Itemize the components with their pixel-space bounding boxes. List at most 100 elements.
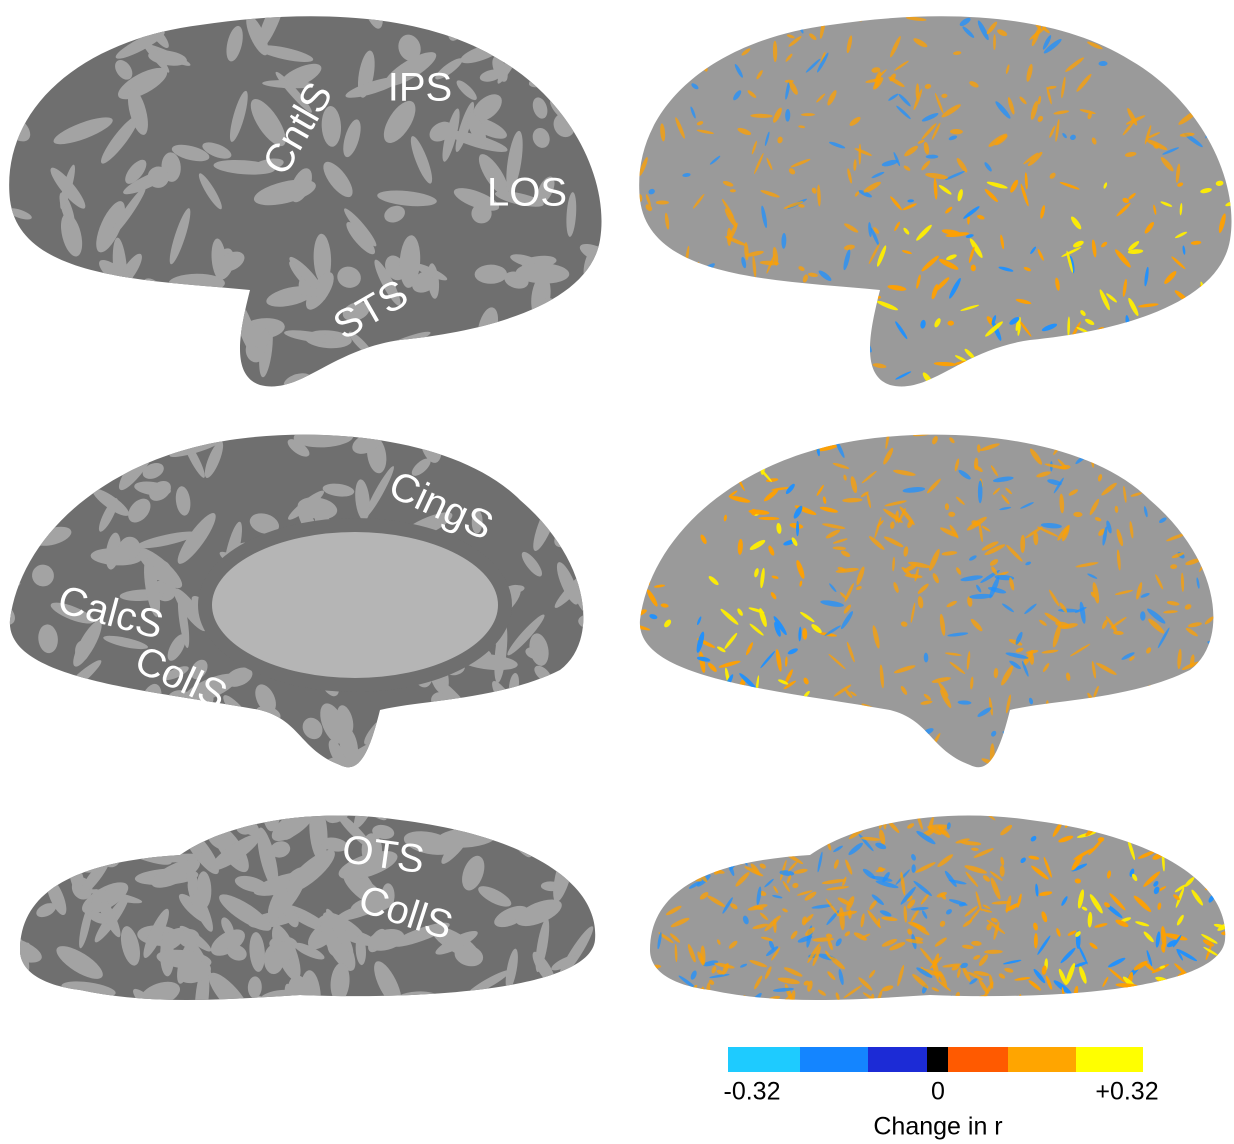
gyrus: [592, 293, 626, 318]
streak: [1176, 377, 1193, 396]
streak: [1197, 102, 1204, 107]
streak: [1185, 442, 1195, 449]
colorbar-segment: [1008, 1047, 1076, 1072]
streak: [1130, 761, 1137, 766]
streak: [878, 764, 888, 772]
gyrus: [374, 736, 432, 767]
streak: [1172, 10, 1180, 21]
streak: [1216, 70, 1234, 87]
streak: [690, 0, 703, 6]
streak: [624, 14, 640, 35]
gyrus: [124, 314, 162, 329]
streak: [1198, 356, 1208, 362]
sulcus-label: IPS: [388, 66, 452, 110]
streak: [676, 450, 685, 459]
gyrus: [174, 342, 208, 405]
sulcus-label: LOS: [487, 171, 567, 215]
streak: [1129, 327, 1144, 334]
streak: [655, 989, 661, 1006]
streak: [1165, 439, 1174, 450]
streak: [1127, 20, 1138, 37]
streak: [856, 306, 860, 322]
streak: [1168, 812, 1187, 825]
streak: [805, 802, 814, 807]
streak: [835, 760, 850, 766]
gyrus: [68, 823, 131, 852]
streak: [1081, 996, 1099, 1007]
gyrus: [253, 992, 295, 1023]
streak: [667, 43, 682, 59]
streak: [736, 436, 756, 447]
streak: [823, 0, 837, 18]
streak: [683, 510, 692, 518]
streak: [654, 661, 664, 672]
gyrus: [569, 838, 602, 867]
streak: [1182, 496, 1199, 513]
colorbar-title: Change in r: [873, 1113, 1002, 1141]
streak: [794, 364, 797, 371]
streak: [998, 345, 1011, 362]
streak: [1186, 321, 1201, 330]
streak: [787, 389, 804, 406]
streak: [648, 865, 662, 876]
streak: [1167, 311, 1187, 315]
gyrus: [262, 997, 291, 1015]
streak: [1191, 711, 1199, 722]
streak: [1210, 464, 1225, 478]
colorbar-segment: [1076, 1047, 1143, 1072]
streak: [797, 720, 804, 732]
streak: [971, 380, 983, 397]
streak: [947, 0, 960, 10]
streak: [645, 566, 651, 585]
streak: [1202, 498, 1225, 510]
streak: [682, 382, 691, 395]
streak: [808, 308, 815, 314]
streak: [1148, 489, 1172, 497]
streak: [733, 794, 748, 810]
streak: [735, 390, 751, 406]
streak: [800, 821, 813, 834]
streak: [768, 330, 783, 351]
streak: [631, 862, 648, 872]
streak: [1213, 386, 1227, 405]
streak: [885, 427, 894, 433]
streak: [632, 10, 647, 25]
streak: [774, 379, 794, 388]
streak: [660, 22, 669, 30]
streak: [627, 105, 636, 115]
streak: [710, 33, 716, 55]
streak: [771, 713, 787, 729]
streak: [625, 883, 638, 889]
streak: [1017, 994, 1022, 1017]
streak: [1109, 995, 1118, 1006]
streak: [1185, 483, 1192, 492]
gyrus: [571, 343, 609, 363]
streak: [708, 332, 722, 340]
streak: [645, 921, 653, 929]
streak: [632, 757, 638, 765]
gyrus: [68, 803, 88, 856]
streak: [1202, 800, 1215, 809]
streak: [735, 733, 745, 743]
gyrus: [47, 758, 91, 787]
gyrus: [36, 339, 68, 389]
streak: [923, 798, 932, 808]
streak: [971, 776, 981, 780]
streak: [763, 324, 771, 330]
streak: [1212, 890, 1234, 895]
gyrus: [393, 350, 425, 368]
streak: [1136, 719, 1151, 729]
streak: [1195, 67, 1218, 76]
gyrus: [575, 716, 631, 758]
streak: [757, 729, 774, 742]
gyrus: [57, 799, 109, 860]
streak: [797, 337, 804, 345]
streak: [638, 734, 651, 755]
streak: [785, 365, 790, 383]
gyrus: [580, 820, 628, 863]
streak: [638, 491, 654, 504]
streak: [821, 721, 838, 737]
streak: [1221, 302, 1233, 311]
streak: [1033, 718, 1041, 728]
gyrus: [0, 985, 39, 1009]
